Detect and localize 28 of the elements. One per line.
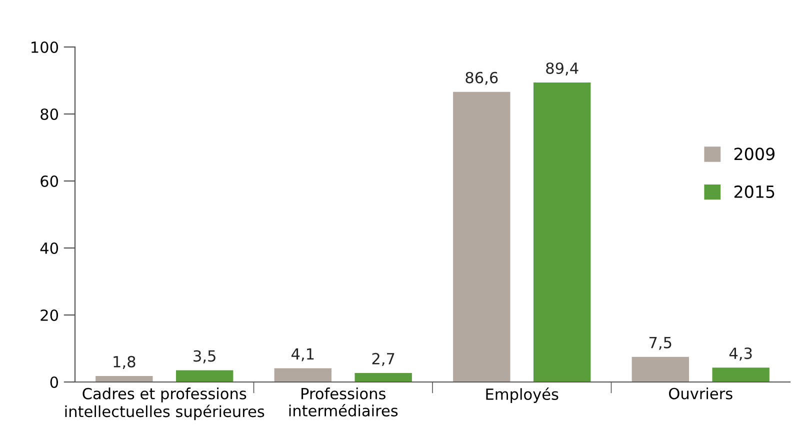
bar	[533, 82, 591, 382]
bar	[176, 370, 234, 382]
x-tick-label: Cadres et professions intellectuelles supérieures	[65, 388, 264, 420]
x-tick-label: Professions intermédiaires	[289, 388, 398, 416]
data-label: 7,5	[650, 337, 672, 350]
bar	[712, 368, 770, 382]
x-tick-label: Employés	[486, 388, 558, 403]
legend-label: 2015	[734, 185, 774, 198]
bar	[96, 376, 153, 382]
x-tick-label: Ouvriers	[669, 388, 732, 400]
bar	[632, 356, 690, 382]
data-label: 3,5	[194, 350, 216, 364]
data-label: 4,3	[729, 348, 752, 361]
y-tick-label: 0	[50, 376, 58, 388]
y-tick-label: 40	[40, 242, 58, 254]
y-tick-label: 60	[40, 175, 58, 188]
data-label: 89,4	[546, 62, 578, 76]
bar	[453, 92, 510, 382]
bar	[274, 368, 332, 382]
bar	[354, 372, 412, 382]
data-label: 86,6	[466, 72, 498, 85]
data-label: 2,7	[372, 352, 394, 366]
data-label: 1,8	[114, 356, 136, 370]
data-label: 4,1	[292, 348, 314, 362]
legend-label: 2009	[734, 148, 774, 160]
y-tick-label: 80	[40, 108, 58, 120]
y-tick-label: 100	[32, 41, 58, 54]
y-tick-label: 20	[40, 309, 58, 322]
